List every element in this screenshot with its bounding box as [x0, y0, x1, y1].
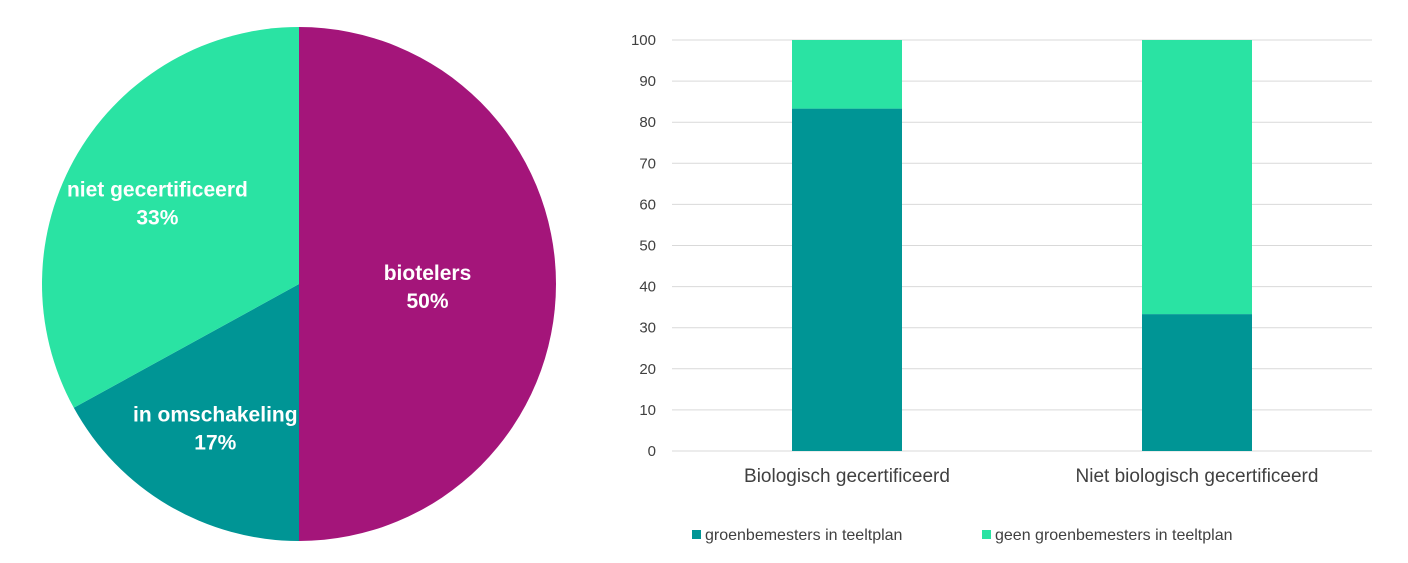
legend-swatch-groenbemesters-in-teeltplan [692, 530, 701, 539]
legend-label: geen groenbemesters in teeltplan [995, 527, 1233, 544]
pie-pct-biotelers: 50% [406, 290, 448, 313]
y-tick-label: 50 [639, 238, 656, 255]
legend: groenbemesters in teeltplan geen groenbem… [692, 527, 1233, 544]
legend-label: groenbemesters in teeltplan [705, 527, 902, 544]
y-tick-label: 80 [639, 114, 656, 131]
bar-geen-groenbemesters-in-teeltplan-biologisch-gecertificeerd [792, 40, 902, 109]
bar-groenbemesters-in-teeltplan-niet-biologisch-gecertificeerd [1142, 314, 1252, 451]
pie-pct-in-omschakeling: 17% [194, 432, 236, 455]
y-tick-label: 70 [639, 155, 656, 172]
pie-pct-niet-gecertificeerd: 33% [136, 206, 178, 229]
y-tick-label: 30 [639, 320, 656, 337]
pie-slice-niet-gecertificeerd [42, 27, 300, 408]
legend-swatch-geen-groenbemesters-in-teeltplan [982, 530, 991, 539]
y-tick-label: 90 [639, 73, 656, 90]
y-tick-label: 10 [639, 402, 656, 419]
pie-label-biotelers: biotelers [384, 262, 472, 285]
bar-geen-groenbemesters-in-teeltplan-niet-biologisch-gecertificeerd [1142, 40, 1252, 315]
y-tick-label: 0 [648, 443, 656, 460]
y-axis-ticks: 0 10 20 30 40 50 60 70 80 90 100 [631, 32, 656, 460]
bar-groenbemesters-in-teeltplan-biologisch-gecertificeerd [792, 108, 902, 451]
gridlines [672, 39, 1372, 452]
x-axis-categories: Biologisch gecertificeerd Niet biologisch… [744, 466, 1318, 487]
stacked-bar-chart: 0 10 20 30 40 50 60 70 80 90 100 Biologisch gecert… [631, 32, 1372, 544]
y-tick-label: 100 [631, 32, 656, 49]
x-category-label: Biologisch gecertificeerd [744, 466, 950, 487]
x-category-label: Niet biologisch gecertificeerd [1076, 466, 1319, 487]
pie-slice-biotelers [299, 27, 556, 541]
y-tick-label: 40 [639, 279, 656, 296]
pie-label-niet-gecertificeerd: niet gecertificeerd [67, 178, 248, 201]
y-tick-label: 60 [639, 196, 656, 213]
pie-chart: biotelers 50% in omschakeling 17% niet gecer… [42, 27, 556, 541]
bars [792, 40, 1252, 451]
y-tick-label: 20 [639, 361, 656, 378]
pie-label-in-omschakeling: in omschakeling [133, 404, 298, 427]
pie-slice-in-omschakeling [73, 284, 299, 541]
